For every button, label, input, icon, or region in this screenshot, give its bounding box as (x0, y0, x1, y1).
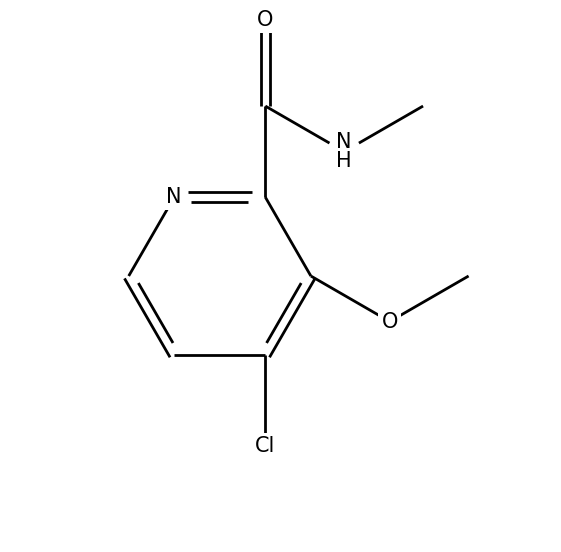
Text: N
H: N H (337, 132, 352, 171)
Text: Cl: Cl (255, 436, 275, 456)
Text: O: O (381, 311, 398, 332)
Text: O: O (257, 9, 274, 30)
Text: N: N (167, 187, 182, 207)
